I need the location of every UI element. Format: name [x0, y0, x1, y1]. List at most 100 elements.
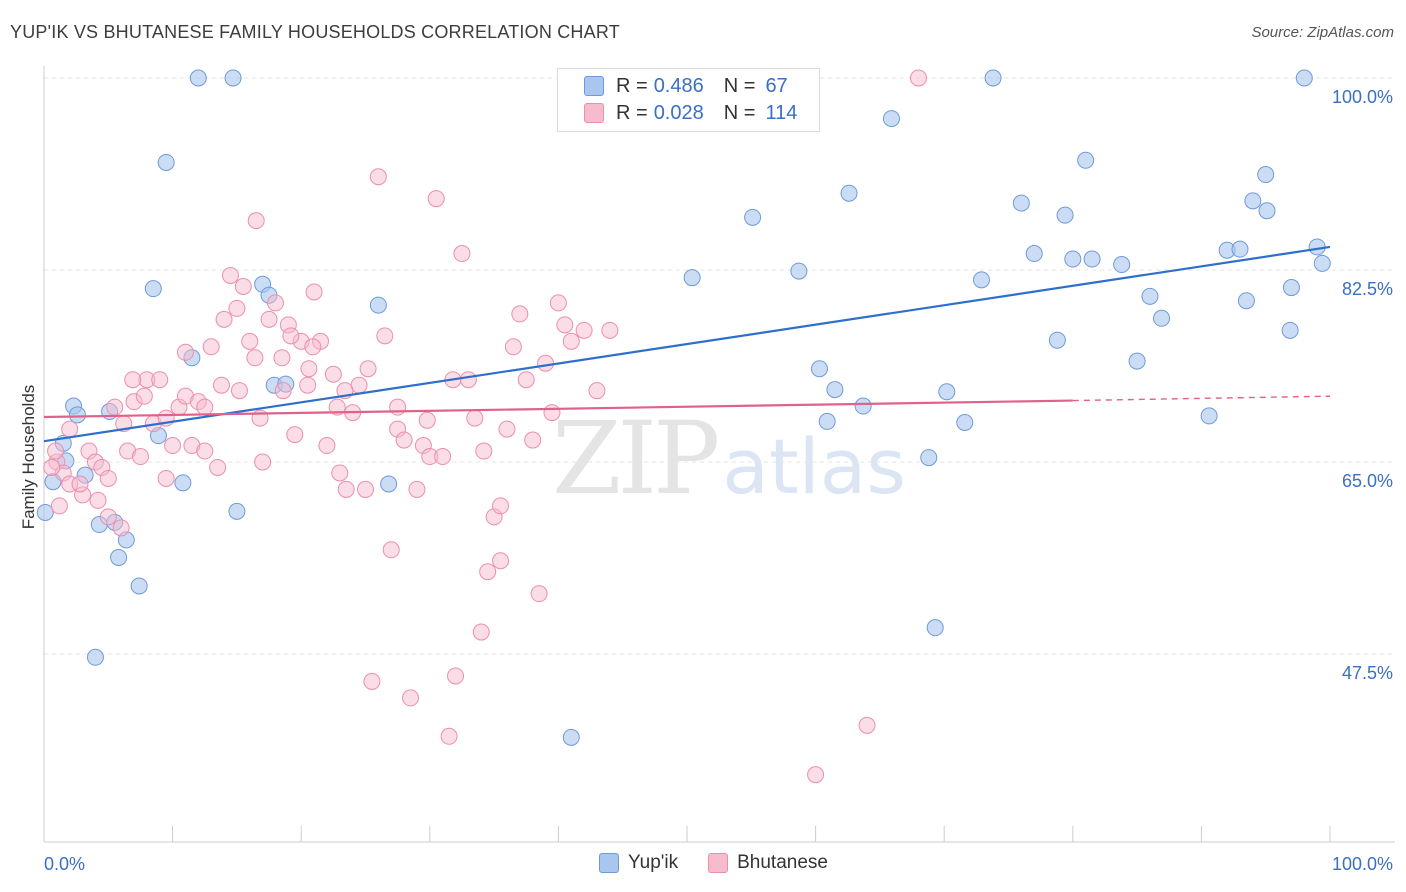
watermark: ZIPatlas: [552, 400, 906, 517]
yupik-point: [369, 296, 387, 314]
bhutanese-point: [447, 667, 465, 685]
bhutanese-point: [202, 338, 220, 356]
bhutanese-point: [299, 376, 317, 394]
bhutanese-point: [89, 491, 107, 509]
bhutanese-point: [209, 458, 227, 476]
yupik-point: [1153, 309, 1171, 327]
axes: [43, 66, 1395, 843]
bhutanese-point: [588, 382, 606, 400]
y-tick-label: 47.5%: [1342, 663, 1393, 683]
bhutanese-point: [266, 294, 284, 312]
yupik-point: [790, 262, 808, 280]
x-tick-label-min: 0.0%: [44, 854, 85, 874]
bhutanese-point: [196, 442, 214, 460]
yupik-point: [1281, 321, 1299, 339]
yupik-point: [228, 502, 246, 520]
yupik-swatch: [599, 853, 619, 873]
bhutanese-point: [418, 411, 436, 429]
bhutanese-point: [135, 387, 153, 405]
yupik-point: [972, 271, 990, 289]
yupik-point: [1200, 407, 1218, 425]
bhutanese-point: [524, 431, 542, 449]
legend-label-yupik: Yup'ik: [628, 852, 679, 873]
bhutanese-point: [247, 212, 265, 230]
r-label: R =: [616, 74, 648, 97]
yupik-point: [189, 69, 207, 87]
n-value: 114: [765, 101, 798, 124]
y-axis-title: Family Households: [19, 385, 38, 530]
yupik-point: [683, 269, 701, 287]
bhutanese-point: [472, 623, 490, 641]
bhutanese-point: [807, 766, 825, 784]
bhutanese-point: [357, 480, 374, 498]
bhutanese-point: [909, 69, 927, 87]
bhutanese-point: [475, 442, 493, 460]
yupik-point: [1257, 166, 1275, 184]
bhutanese-point: [511, 305, 529, 323]
yupik-point: [1012, 194, 1030, 212]
tick-labels: 47.5% 65.0% 82.5% 100.0% 0.0% 100.0% Family Ho…: [19, 87, 1393, 874]
bhutanese-point: [131, 448, 149, 466]
n-label: N =: [723, 74, 756, 97]
bhutanese-point: [324, 365, 342, 383]
r-value: 0.028: [653, 101, 704, 124]
bhutanese-point: [427, 190, 445, 208]
yupik-point: [130, 577, 148, 595]
bhutanese-point: [215, 310, 233, 328]
bhutanese-swatch: [708, 853, 729, 873]
bhutanese-point: [479, 563, 497, 581]
bhutanese-point: [305, 283, 323, 301]
bhutanese-point: [530, 585, 548, 603]
bhutanese-point: [369, 168, 387, 186]
legend-item-bhutanese: Bhutanese: [708, 852, 828, 874]
yupik-point: [1141, 287, 1159, 305]
bhutanese-point: [71, 475, 89, 493]
correlation-legend: R = 0.486 N = 67 R = 0.028 N = 114: [557, 68, 820, 132]
yupik-point: [1295, 69, 1313, 87]
n-label: N =: [723, 101, 756, 124]
bhutanese-point: [99, 508, 117, 526]
bhutanese-point: [228, 299, 246, 317]
yupik-point: [956, 414, 974, 432]
bhutanese-point: [328, 398, 346, 416]
bhutanese-point: [408, 480, 426, 498]
bhutanese-point: [858, 716, 876, 734]
yupik-point: [810, 360, 828, 378]
bhutanese-point: [395, 431, 413, 449]
bhutanese-point: [575, 321, 593, 339]
bhutanese-point: [282, 327, 300, 345]
bhutanese-point: [459, 371, 477, 389]
bhutanese-point: [286, 426, 304, 444]
r-value: 0.486: [653, 74, 704, 97]
yupik-point: [1048, 331, 1066, 349]
yupik-point: [1237, 292, 1255, 310]
bhutanese-point: [492, 552, 510, 570]
series-legend: Yup'ik Bhutanese: [599, 852, 858, 874]
bhutanese-point: [363, 672, 381, 690]
bhutanese-trend-line: [43, 399, 1073, 419]
yupik-point: [144, 280, 162, 298]
yupik-trend-line: [43, 245, 1331, 443]
r-label: R =: [616, 101, 648, 124]
bhutanese-point: [562, 332, 580, 350]
bhutanese-point: [124, 371, 142, 389]
yupik-point: [380, 475, 398, 493]
bhutanese-point: [549, 294, 567, 312]
bhutanese-point: [157, 469, 175, 487]
y-tick-label: 100.0%: [1332, 87, 1393, 107]
yupik-point: [1056, 206, 1074, 224]
bhutanese-point: [517, 371, 535, 389]
bhutanese-point: [350, 376, 368, 394]
bhutanese-point: [492, 497, 510, 515]
bhutanese-point: [304, 338, 322, 356]
bhutanese-point: [274, 382, 292, 400]
yupik-point: [1113, 256, 1131, 274]
bhutanese-point: [212, 376, 230, 394]
y-tick-label: 82.5%: [1342, 279, 1393, 299]
bhutanese-point: [434, 448, 452, 466]
yupik-point: [224, 69, 242, 87]
watermark-zip: ZIP: [552, 400, 720, 517]
bhutanese-point: [43, 458, 61, 476]
bhutanese-point: [466, 409, 484, 427]
